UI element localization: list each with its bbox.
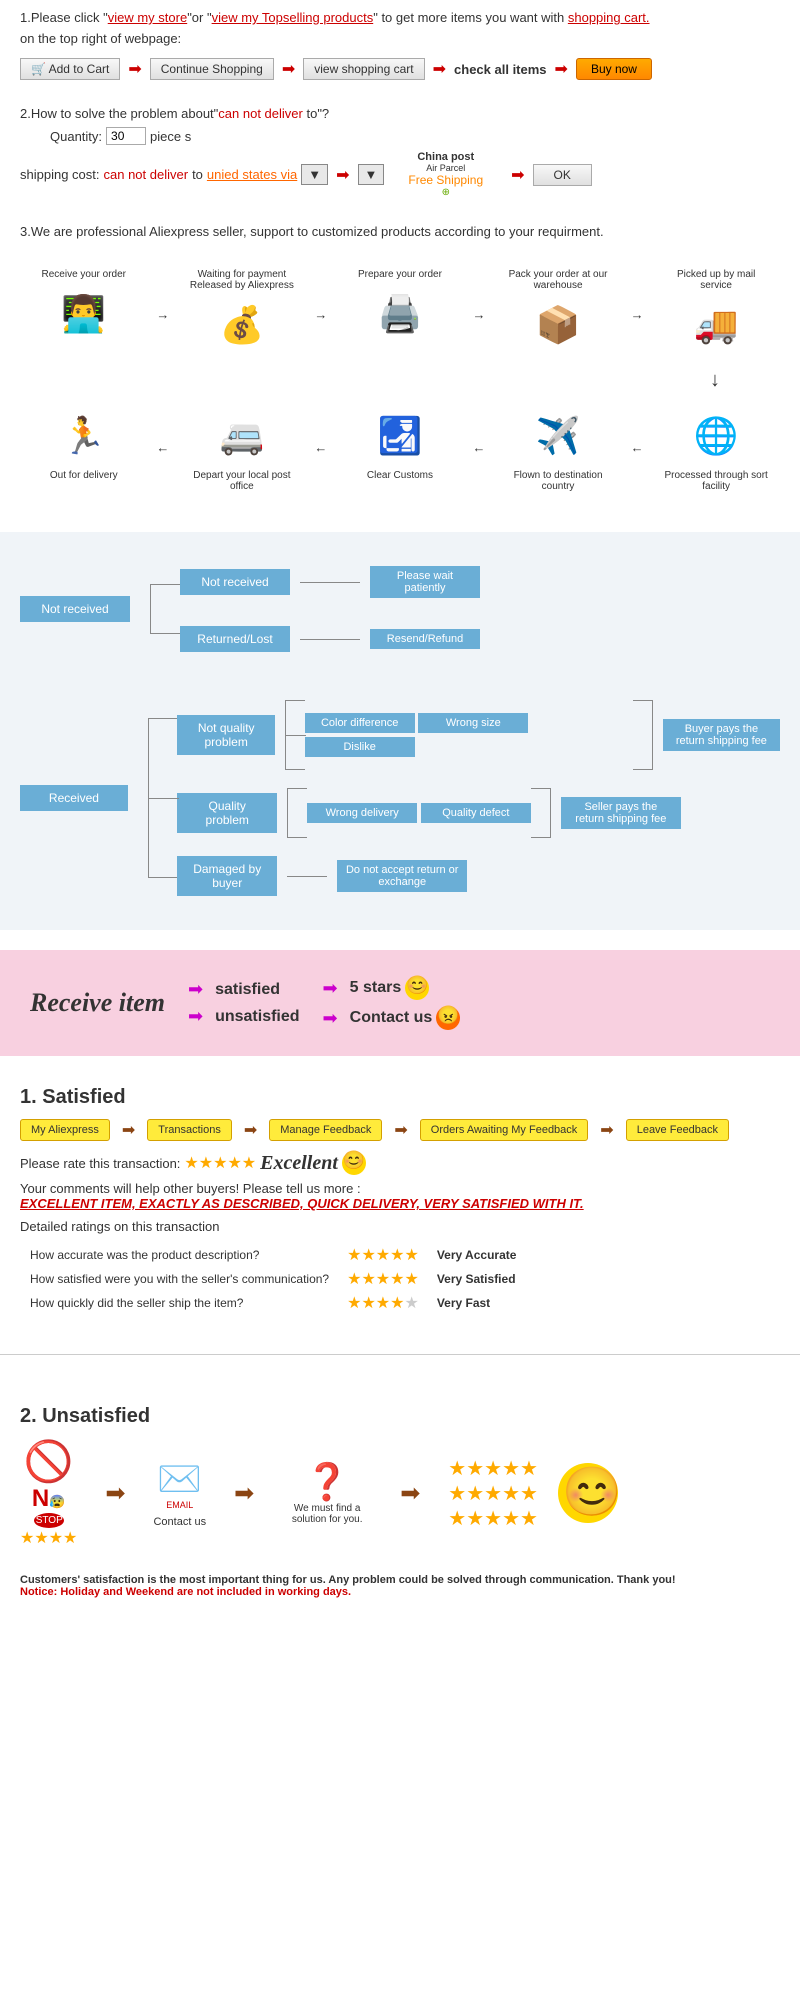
arrow-icon: ➡	[555, 59, 568, 79]
flowchart-section: Not received Not receivedPlease wait pat…	[0, 532, 800, 930]
add-to-cart-button[interactable]: 🛒 Add to Cart	[20, 58, 120, 80]
unsatisfied-heading: 2. Unsatisfied	[20, 1405, 780, 1428]
quantity-input[interactable]	[106, 127, 146, 145]
dropdown-2[interactable]: ▼	[358, 164, 385, 185]
view-cart-button[interactable]: view shopping cart	[303, 58, 424, 80]
arrow-icon: ➡	[128, 59, 141, 79]
check-items-text: check all items	[454, 62, 547, 77]
manage-feedback-button[interactable]: Manage Feedback	[269, 1119, 382, 1141]
footer-notice: Notice: Holiday and Weekend are not incl…	[20, 1586, 780, 1598]
arrow-icon: ➡	[336, 165, 349, 185]
step3-section: 3.We are professional Aliexpress seller,…	[0, 214, 800, 249]
satisfied-section: 1. Satisfied My Aliexpress ➡ Transaction…	[0, 1056, 800, 1334]
footer-section: Customers' satisfaction is the most impo…	[0, 1564, 800, 1608]
orders-awaiting-button[interactable]: Orders Awaiting My Feedback	[420, 1119, 589, 1141]
link-view-store[interactable]: view my store	[108, 10, 187, 25]
arrow-icon: ➡	[433, 59, 446, 79]
flow-not-received: Not received	[20, 596, 130, 622]
leave-feedback-button[interactable]: Leave Feedback	[626, 1119, 729, 1141]
smiley-icon	[405, 976, 429, 1000]
no-icon-group: 🚫 N😰 STOP ★★★★	[20, 1438, 77, 1548]
step1-section: 1.Please click "view my store"or "view m…	[0, 0, 800, 96]
ok-button[interactable]: OK	[533, 164, 592, 186]
angry-icon	[436, 1006, 460, 1030]
step1-text: 1.Please click "view my store"or "view m…	[20, 10, 780, 25]
buy-now-button[interactable]: Buy now	[576, 58, 652, 80]
review-text: EXCELLENT ITEM, EXACTLY AS DESCRIBED, QU…	[20, 1196, 780, 1211]
pieces-text: piece s	[150, 129, 191, 144]
arrow-icon: ➡	[511, 165, 524, 185]
solution-icon-group: ❓ We must find a solution for you.	[282, 1461, 372, 1525]
step2-section: 2.How to solve the problem about"can not…	[0, 96, 800, 214]
big-smiley-icon	[558, 1463, 618, 1523]
dropdown-1[interactable]: ▼	[301, 164, 328, 185]
receive-item-title: Receive item	[30, 988, 165, 1018]
transactions-button[interactable]: Transactions	[147, 1119, 232, 1141]
smiley-icon	[342, 1151, 366, 1175]
shipping-option: China post Air Parcel Free Shipping ⊕	[408, 151, 483, 198]
quantity-label: Quantity:	[50, 129, 102, 144]
process-diagram: Receive your order👨‍💻 → Waiting for paym…	[0, 249, 800, 512]
footer-text1: Customers' satisfaction is the most impo…	[20, 1574, 780, 1586]
link-topselling[interactable]: view my Topselling products	[212, 10, 374, 25]
rating-table: How accurate was the product description…	[20, 1242, 526, 1316]
step1-sub: on the top right of webpage:	[20, 31, 780, 46]
unsatisfied-section: 2. Unsatisfied 🚫 N😰 STOP ★★★★ ➡ ✉️ EMAIL…	[0, 1375, 800, 1564]
step3-text: 3.We are professional Aliexpress seller,…	[20, 224, 780, 239]
pink-banner: Receive item ➡satisfied ➡unsatisfied ➡5 …	[0, 950, 800, 1056]
link-united-states[interactable]: unied states via	[207, 167, 297, 182]
my-aliexpress-button[interactable]: My Aliexpress	[20, 1119, 110, 1141]
satisfied-heading: 1. Satisfied	[20, 1086, 780, 1109]
arrow-icon: ➡	[282, 59, 295, 79]
link-shopping-cart[interactable]: shopping cart.	[568, 10, 650, 25]
stars-grid: ★★★★★ ★★★★★ ★★★★★	[448, 1456, 538, 1531]
step2-text: 2.How to solve the problem about"can not…	[20, 106, 780, 121]
shipping-label: shipping cost:	[20, 167, 100, 182]
email-icon-group: ✉️ EMAIL Contact us	[153, 1458, 206, 1528]
flow-received: Received	[20, 785, 128, 811]
continue-shopping-button[interactable]: Continue Shopping	[150, 58, 274, 80]
